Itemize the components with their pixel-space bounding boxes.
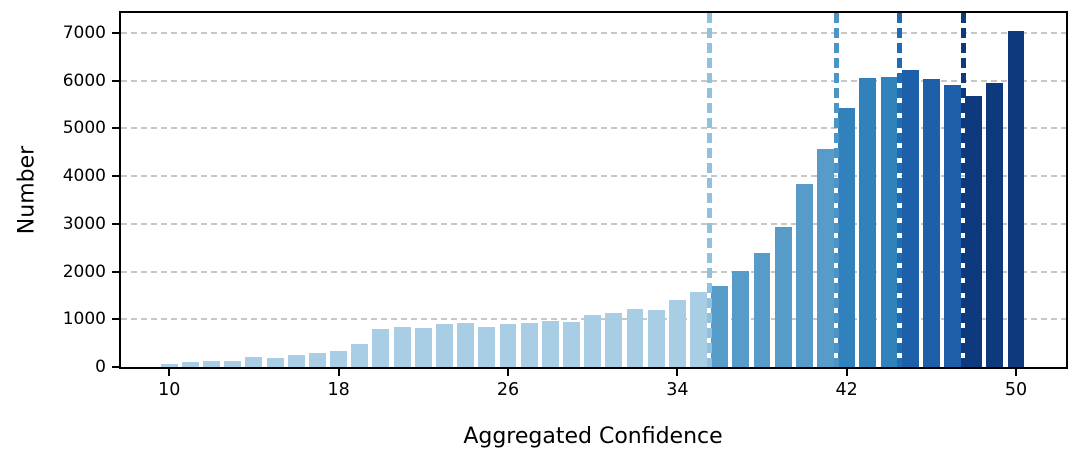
x-tick-mark [676, 369, 679, 376]
histogram-bar-x48 [965, 95, 983, 367]
mean-dashed-line-3 [897, 13, 903, 367]
x-tick-mark [506, 369, 509, 376]
y-tick-label: 2000 [62, 261, 106, 282]
histogram-bar-x33 [647, 310, 665, 367]
x-tick-label: 10 [158, 380, 181, 400]
x-axis-title: Aggregated Confidence [463, 424, 723, 449]
y-tick-label: 1000 [62, 309, 106, 330]
histogram-bar-x42 [838, 107, 856, 367]
x-tick-label: 18 [327, 380, 350, 400]
mean-dashed-line-4 [960, 13, 966, 367]
mean-dashed-line-2 [833, 13, 839, 367]
histogram-bar-x39 [774, 227, 792, 367]
y-tick-mark [112, 175, 119, 178]
histogram-bar-x34 [668, 299, 686, 367]
histogram-bar-x27 [520, 322, 538, 367]
histogram-bar-x38 [753, 252, 771, 367]
y-tick-mark [112, 222, 119, 225]
histogram-bar-x45 [901, 69, 919, 367]
histogram-bar-x31 [605, 312, 623, 367]
histogram-bar-x26 [499, 324, 517, 367]
gridline-y-2000 [121, 270, 1066, 273]
histogram-bar-x10 [160, 363, 178, 367]
histogram-bar-x12 [203, 361, 221, 367]
histogram-bar-x13 [224, 361, 242, 367]
x-tick-mark [845, 369, 848, 376]
gridline-y-5000 [121, 127, 1066, 130]
y-tick-label: 7000 [62, 23, 106, 44]
histogram-bar-x32 [626, 308, 644, 367]
histogram-bar-x17 [308, 352, 326, 367]
gridline-y-7000 [121, 32, 1066, 35]
histogram-bar-x30 [584, 314, 602, 367]
histogram-bar-x43 [859, 78, 877, 367]
x-tick-mark [337, 369, 340, 376]
histogram-bar-x11 [181, 362, 199, 367]
histogram-bar-x46 [922, 78, 940, 367]
histogram-bar-x40 [795, 183, 813, 367]
y-tick-label: 4000 [62, 166, 106, 187]
histogram-bar-x22 [414, 327, 432, 367]
x-tick-label: 50 [1004, 380, 1028, 400]
y-tick-mark [112, 270, 119, 273]
y-tick-label: 6000 [62, 70, 106, 91]
histogram-bar-x23 [436, 323, 453, 367]
histogram-bar-x24 [457, 322, 475, 367]
histogram-bar-x28 [541, 320, 559, 367]
histogram-bar-x14 [245, 357, 263, 367]
plot-area [119, 11, 1068, 369]
histogram-bar-x44 [880, 77, 898, 367]
histogram-bar-x41 [817, 149, 834, 367]
mean-dashed-line-1 [706, 13, 712, 367]
histogram-bar-x29 [563, 321, 580, 367]
y-tick-label: 0 [95, 357, 106, 377]
histogram-bar-x47 [944, 84, 961, 367]
y-tick-label: 3000 [62, 213, 106, 234]
gridline-y-4000 [121, 175, 1066, 178]
histogram-bar-x36 [711, 285, 729, 367]
histogram-bar-x20 [372, 329, 390, 367]
histogram-bar-x16 [287, 354, 305, 367]
x-tick-label: 34 [666, 380, 689, 400]
histogram-bar-x18 [330, 350, 348, 367]
x-tick-mark [168, 369, 171, 376]
histogram-bar-x15 [266, 358, 284, 367]
x-tick-label: 26 [496, 380, 520, 400]
histogram-bar-x25 [478, 327, 496, 367]
x-tick-label: 42 [835, 380, 858, 400]
gridline-y-3000 [121, 222, 1066, 225]
y-tick-mark [112, 318, 119, 321]
histogram-bar-x37 [732, 271, 750, 367]
histogram-bar-x35 [690, 292, 707, 367]
histogram-bar-x50 [1007, 31, 1025, 367]
y-tick-mark [112, 366, 119, 368]
y-tick-mark [112, 32, 119, 35]
y-tick-mark [112, 79, 119, 82]
histogram-bar-x21 [393, 327, 411, 367]
y-tick-label: 5000 [62, 118, 106, 139]
x-tick-mark [1015, 369, 1018, 376]
y-tick-mark [112, 127, 119, 130]
histogram-bar-x49 [986, 83, 1004, 367]
histogram-bar-x19 [351, 343, 369, 367]
gridline-y-6000 [121, 79, 1066, 82]
